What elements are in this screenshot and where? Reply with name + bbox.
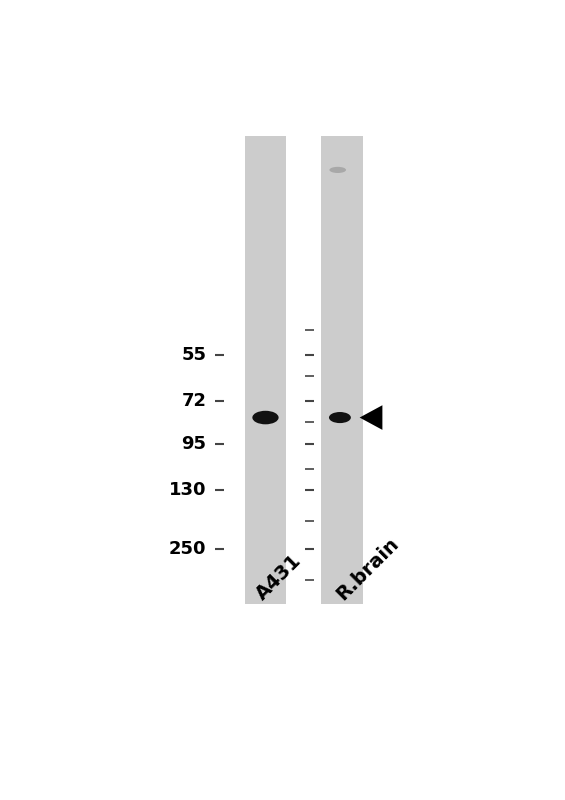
Polygon shape xyxy=(359,406,383,430)
Text: 72: 72 xyxy=(181,392,206,410)
Ellipse shape xyxy=(329,167,346,173)
Bar xyxy=(321,136,363,604)
Ellipse shape xyxy=(253,410,279,424)
Text: R.brain: R.brain xyxy=(332,534,402,604)
Text: A431: A431 xyxy=(252,551,305,604)
Text: 250: 250 xyxy=(169,540,206,558)
Text: 130: 130 xyxy=(169,482,206,499)
Ellipse shape xyxy=(329,412,351,423)
Bar xyxy=(245,136,286,604)
Text: 95: 95 xyxy=(181,435,206,453)
Text: 55: 55 xyxy=(181,346,206,364)
